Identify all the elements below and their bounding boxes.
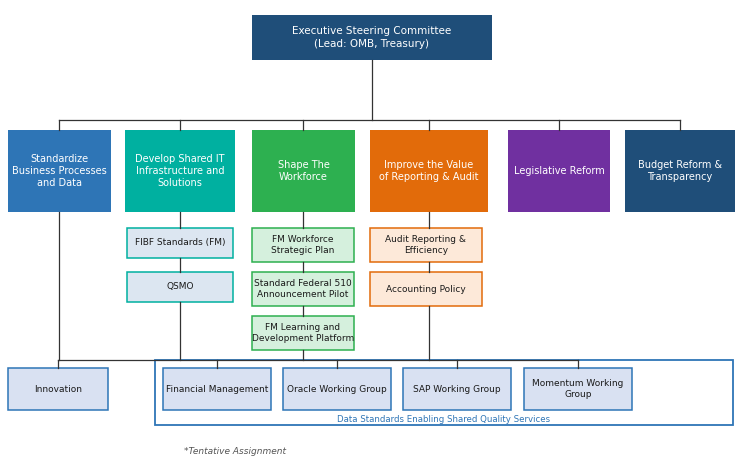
Text: Legislative Reform: Legislative Reform xyxy=(514,166,604,176)
Text: Accounting Policy: Accounting Policy xyxy=(386,285,466,294)
FancyBboxPatch shape xyxy=(625,130,735,212)
Text: Standardize
Business Processes
and Data: Standardize Business Processes and Data xyxy=(12,154,107,188)
FancyBboxPatch shape xyxy=(127,228,233,258)
FancyBboxPatch shape xyxy=(283,368,391,410)
Text: Budget Reform &
Transparency: Budget Reform & Transparency xyxy=(638,160,722,182)
Text: Shape The
Workforce: Shape The Workforce xyxy=(278,160,329,182)
Text: Oracle Working Group: Oracle Working Group xyxy=(287,385,387,394)
FancyBboxPatch shape xyxy=(252,228,354,262)
FancyBboxPatch shape xyxy=(403,368,511,410)
Text: QSMO: QSMO xyxy=(166,282,194,291)
FancyBboxPatch shape xyxy=(163,368,271,410)
Text: Improve the Value
of Reporting & Audit: Improve the Value of Reporting & Audit xyxy=(379,160,479,182)
FancyBboxPatch shape xyxy=(8,130,111,212)
Text: FIBF Standards (FM): FIBF Standards (FM) xyxy=(135,238,225,248)
Text: Momentum Working
Group: Momentum Working Group xyxy=(533,379,624,399)
Text: Data Standards Enabling Shared Quality Services: Data Standards Enabling Shared Quality S… xyxy=(337,415,551,424)
Text: FM Learning and
Development Platform: FM Learning and Development Platform xyxy=(252,323,354,343)
Text: Develop Shared IT
Infrastructure and
Solutions: Develop Shared IT Infrastructure and Sol… xyxy=(135,154,224,188)
FancyBboxPatch shape xyxy=(524,368,632,410)
Text: Standard Federal 510
Announcement Pilot: Standard Federal 510 Announcement Pilot xyxy=(254,279,352,299)
FancyBboxPatch shape xyxy=(370,130,488,212)
Text: Executive Steering Committee
(Lead: OMB, Treasury): Executive Steering Committee (Lead: OMB,… xyxy=(292,26,452,49)
Text: SAP Working Group: SAP Working Group xyxy=(413,385,501,394)
FancyBboxPatch shape xyxy=(508,130,610,212)
Text: FM Workforce
Strategic Plan: FM Workforce Strategic Plan xyxy=(272,235,334,255)
Text: Innovation: Innovation xyxy=(34,385,82,394)
Text: Audit Reporting &
Efficiency: Audit Reporting & Efficiency xyxy=(385,235,467,255)
FancyBboxPatch shape xyxy=(125,130,235,212)
Text: *Tentative Assignment: *Tentative Assignment xyxy=(184,447,286,456)
FancyBboxPatch shape xyxy=(155,360,733,425)
FancyBboxPatch shape xyxy=(370,272,482,306)
FancyBboxPatch shape xyxy=(127,272,233,302)
FancyBboxPatch shape xyxy=(252,316,354,350)
FancyBboxPatch shape xyxy=(370,228,482,262)
FancyBboxPatch shape xyxy=(252,130,355,212)
FancyBboxPatch shape xyxy=(252,272,354,306)
FancyBboxPatch shape xyxy=(8,368,108,410)
Text: Financial Management: Financial Management xyxy=(166,385,269,394)
FancyBboxPatch shape xyxy=(252,15,492,60)
